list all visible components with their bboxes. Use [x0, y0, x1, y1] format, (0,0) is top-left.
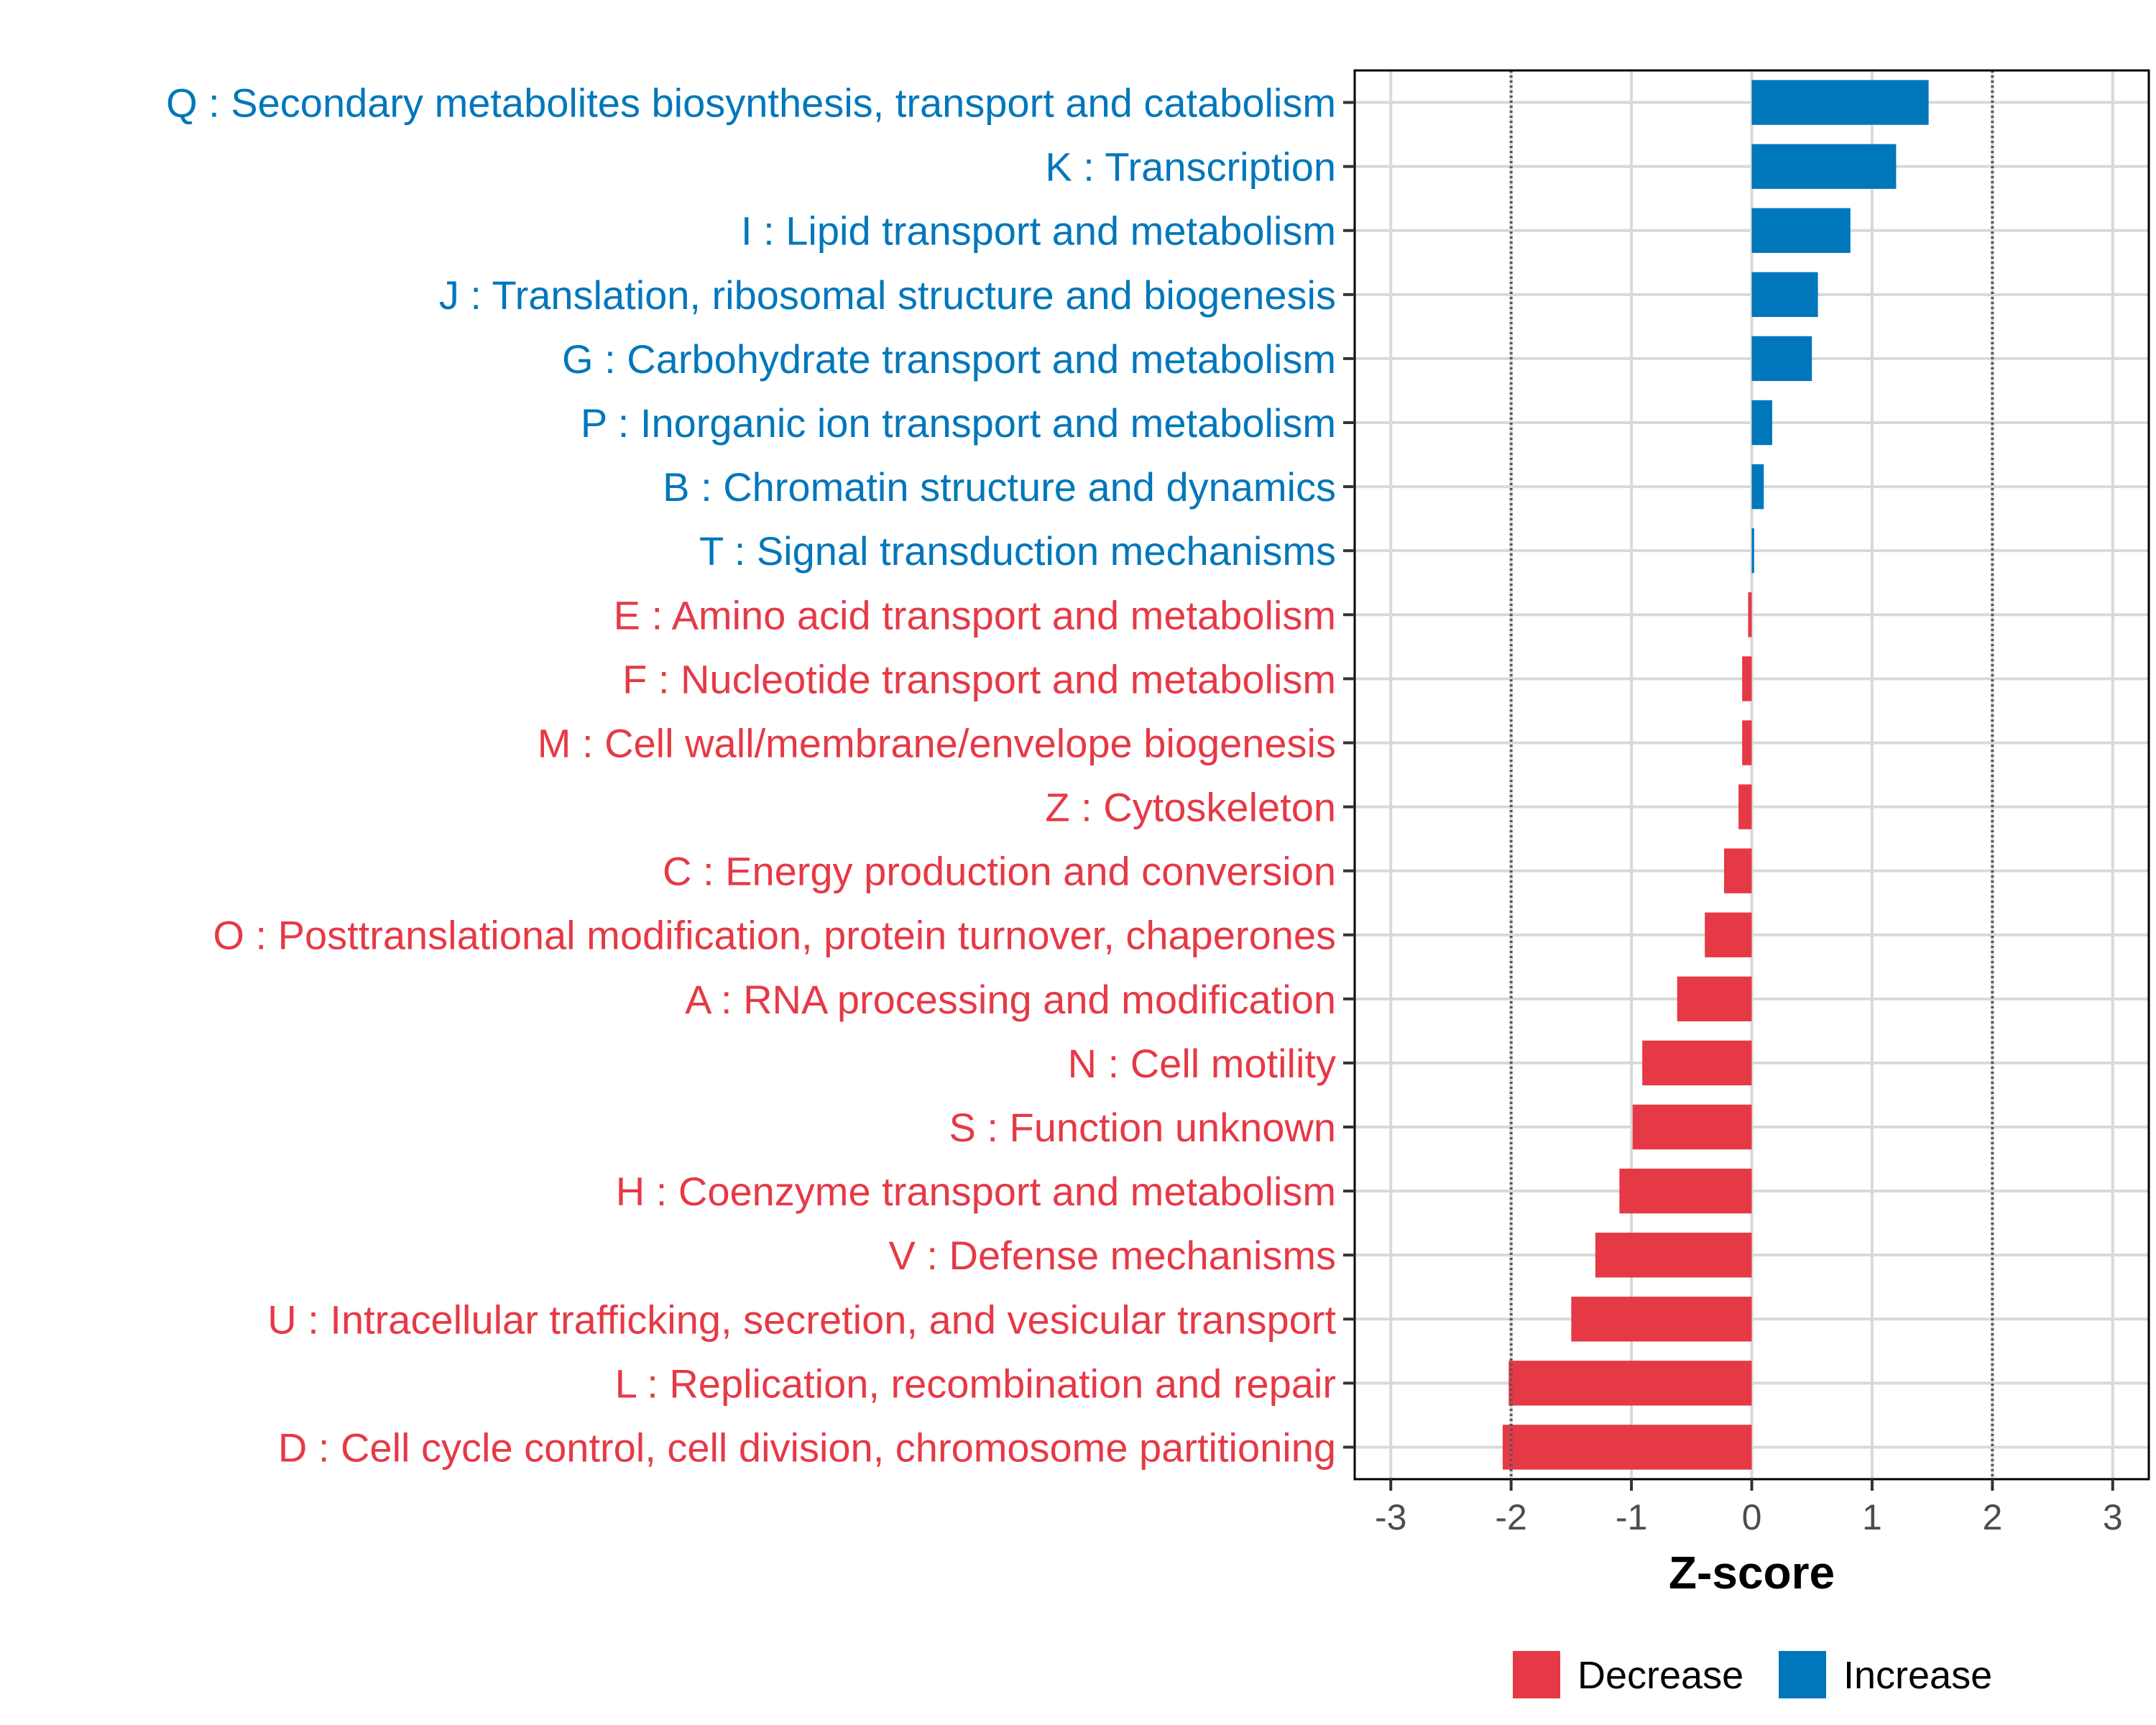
x-tick-label: 1: [1862, 1497, 1882, 1537]
category-label: V : Defense mechanisms: [889, 1233, 1336, 1278]
bar-g: [1751, 336, 1812, 382]
category-label: I : Lipid transport and metabolism: [741, 208, 1336, 254]
bar-t: [1751, 528, 1754, 574]
y-axis-ticks: Q : Secondary metabolites biosynthesis, …: [166, 80, 1355, 1470]
legend-swatch-increase: [1779, 1651, 1826, 1698]
bar-h: [1619, 1168, 1752, 1214]
bar-z: [1738, 784, 1752, 829]
legend-label-increase: Increase: [1843, 1654, 1992, 1697]
category-label: F : Nucleotide transport and metabolism: [622, 656, 1336, 702]
bar-u: [1571, 1297, 1752, 1342]
x-tick-label: 0: [1742, 1497, 1762, 1537]
category-label: T : Signal transduction mechanisms: [699, 528, 1336, 574]
bar-p: [1751, 400, 1772, 446]
bar-o: [1705, 912, 1752, 957]
bar-l: [1508, 1361, 1752, 1406]
category-label: M : Cell wall/membrane/envelope biogenes…: [538, 720, 1336, 765]
x-tick-label: -3: [1375, 1497, 1406, 1537]
bar-a: [1677, 976, 1752, 1021]
legend: Decrease Increase: [1513, 1651, 1992, 1698]
category-label: B : Chromatin structure and dynamics: [663, 464, 1336, 510]
x-tick-label: 3: [2103, 1497, 2123, 1537]
x-axis-ticks: -3 -2 -1 0 1 2 3: [1375, 1479, 2123, 1537]
category-label: L : Replication, recombination and repai…: [615, 1361, 1336, 1406]
x-tick-label: -2: [1495, 1497, 1526, 1537]
category-label: E : Amino acid transport and metabolism: [614, 592, 1336, 638]
category-label: J : Translation, ribosomal structure and…: [439, 272, 1336, 318]
bar-s: [1632, 1104, 1752, 1150]
bar-m: [1742, 720, 1752, 765]
x-tick-label: -1: [1616, 1497, 1647, 1537]
bar-q: [1751, 80, 1929, 125]
x-tick-label: 2: [1982, 1497, 2002, 1537]
bar-n: [1642, 1040, 1752, 1086]
bar-e: [1748, 592, 1752, 638]
x-axis-title: Z-score: [1669, 1547, 1835, 1598]
reference-lines: [1509, 70, 1994, 1479]
category-label: N : Cell motility: [1068, 1041, 1336, 1086]
category-label: G : Carbohydrate transport and metabolis…: [562, 336, 1336, 382]
bar-j: [1751, 272, 1818, 317]
bar-k: [1751, 144, 1897, 189]
bar-i: [1751, 208, 1851, 253]
category-label: P : Inorganic ion transport and metaboli…: [581, 400, 1336, 446]
category-label: S : Function unknown: [949, 1105, 1336, 1150]
category-label: D : Cell cycle control, cell division, c…: [278, 1425, 1336, 1470]
bar-layer: [1502, 80, 1929, 1470]
category-label: C : Energy production and conversion: [663, 849, 1336, 894]
bar-b: [1751, 464, 1764, 510]
category-label: K : Transcription: [1045, 144, 1336, 190]
category-label: O : Posttranslational modification, prot…: [213, 913, 1336, 958]
category-label: U : Intracellular trafficking, secretion…: [267, 1297, 1336, 1342]
bar-d: [1502, 1425, 1752, 1470]
bar-f: [1742, 656, 1752, 702]
bar-v: [1595, 1233, 1752, 1278]
category-label: H : Coenzyme transport and metabolism: [616, 1169, 1336, 1214]
category-label: A : RNA processing and modification: [685, 977, 1336, 1022]
category-label: Q : Secondary metabolites biosynthesis, …: [166, 80, 1336, 126]
bar-c: [1723, 848, 1752, 893]
category-label: Z : Cytoskeleton: [1045, 785, 1336, 830]
legend-label-decrease: Decrease: [1577, 1654, 1743, 1697]
legend-swatch-decrease: [1513, 1651, 1560, 1698]
